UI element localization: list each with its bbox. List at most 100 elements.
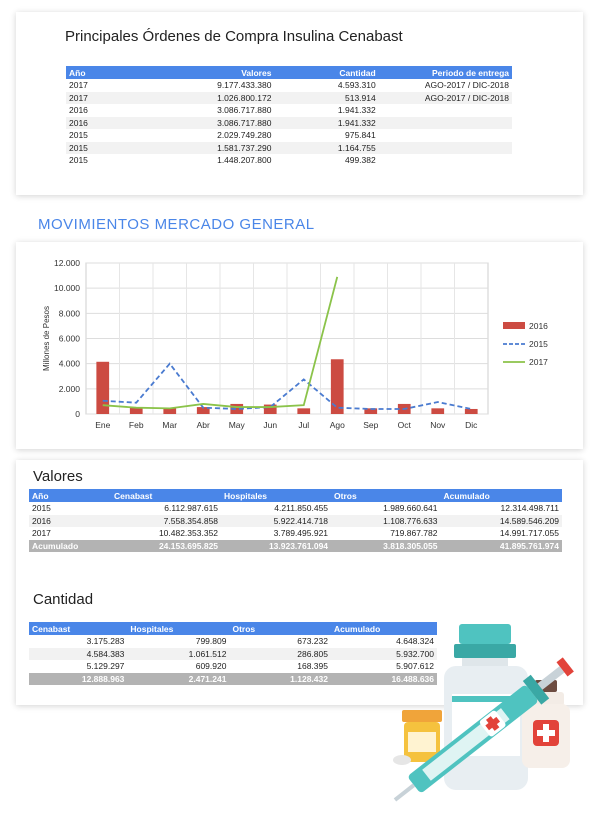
valores-cell: 2015 <box>32 503 51 514</box>
orders-cell: 1.581.737.290 <box>130 141 275 154</box>
syringe-icon <box>393 657 574 802</box>
orders-col-quantity: Cantidad <box>274 66 379 79</box>
cantidad-cell: 609.920 <box>195 661 227 672</box>
y-tick-label: 2.000 <box>59 384 81 394</box>
cantidad-col-hospitales: Hospitales <box>127 622 230 635</box>
bar-2016-Nov <box>431 408 445 414</box>
bar-2016-Dic <box>464 408 478 414</box>
orders-header-row: Año Valores Cantidad Periodo de entrega <box>66 66 512 79</box>
orders-cell: 1.448.207.800 <box>217 155 272 166</box>
orders-cell <box>378 116 512 129</box>
bar-2016-Sep <box>364 408 378 414</box>
orders-cell: 2015 <box>69 130 88 141</box>
orders-col-year: Año <box>66 66 131 79</box>
orders-cell: 2016 <box>66 116 131 129</box>
orders-table: Año Valores Cantidad Periodo de entrega … <box>66 66 512 167</box>
orders-row: 2017 1.026.800.172 513.914 AGO-2017 / DIC-2… <box>66 91 512 104</box>
y-tick-label: 12.000 <box>54 258 80 268</box>
valores-col-acumulado: Acumulado <box>440 489 562 502</box>
orders-cell: AGO-2017 / DIC-2018 <box>378 91 512 104</box>
pill-bottle-icon <box>393 710 442 765</box>
bar-2016-Mar <box>163 407 177 414</box>
x-tick-label: Nov <box>430 420 446 430</box>
market-chart: 0 2.000 4.000 6.000 8.000 10.000 12.000 Ene Feb M… <box>42 258 548 430</box>
orders-cell: 2.029.749.280 <box>217 130 272 141</box>
cantidad-cell: 4.648.324 <box>396 636 434 647</box>
bar-2016-Jun <box>263 404 277 414</box>
cantidad-cell: 286.805 <box>229 647 331 660</box>
valores-col-year: Año <box>29 489 112 502</box>
orders-cell: 2015 <box>66 141 131 154</box>
medical-illustration <box>393 624 574 802</box>
y-tick-label: 4.000 <box>59 359 81 369</box>
x-tick-label: Oct <box>398 420 412 430</box>
bar-2016-Jul <box>297 408 311 414</box>
cantidad-row: 5.129.297 609.920 168.395 5.907.612 <box>29 660 437 673</box>
valores-cell: 719.867.782 <box>390 528 438 539</box>
valores-cell: 2017 <box>32 528 51 539</box>
orders-cell: 1.026.800.172 <box>130 91 275 104</box>
valores-row: 2017 10.482.353.352 3.789.495.921 719.867.7… <box>29 527 562 540</box>
orders-row: 2015 2.029.749.280 975.841 <box>66 129 512 142</box>
legend-label-2017: 2017 <box>529 357 548 367</box>
valores-total-cell: 13.923.761.094 <box>221 539 332 552</box>
cantidad-cell: 673.232 <box>297 636 328 647</box>
orders-cell <box>379 129 512 142</box>
bar-2016-Feb <box>129 407 143 414</box>
valores-cell: 1.108.776.633 <box>331 514 441 527</box>
x-tick-label: Dic <box>465 420 478 430</box>
orders-cell <box>379 104 512 117</box>
valores-table: Año Cenabast Hospitales Otros Acumulado … <box>29 489 562 552</box>
cantidad-cell: 5.907.612 <box>396 661 434 672</box>
y-tick-label: 8.000 <box>59 308 81 318</box>
cantidad-row: 3.175.283 799.809 673.232 4.648.324 <box>29 635 437 648</box>
valores-cell: 12.314.498.711 <box>500 503 559 514</box>
valores-total-cell: 41.895.761.974 <box>440 539 562 552</box>
orders-cell: 9.177.433.380 <box>217 80 272 91</box>
valores-col-cenabast: Cenabast <box>111 489 222 502</box>
orders-card: Principales Órdenes de Compra Insulina C… <box>16 12 583 195</box>
valores-cell: 10.482.353.352 <box>158 528 219 539</box>
orders-row: 2017 9.177.433.380 4.593.310 AGO-2017 / DIC… <box>66 79 512 92</box>
valores-cell: 5.922.414.718 <box>221 514 332 527</box>
cantidad-header-row: Cenabast Hospitales Otros Acumulado <box>29 622 437 635</box>
valores-total-row: Acumulado 24.153.695.825 13.923.761.094 3.8… <box>29 539 562 552</box>
legend-swatch-2016 <box>503 322 525 329</box>
chart-card: 0 2.000 4.000 6.000 8.000 10.000 12.000 Ene Feb M… <box>16 242 583 449</box>
valores-cell: 4.211.850.455 <box>274 503 329 514</box>
valores-cell: 2016 <box>29 514 112 527</box>
valores-total-cell: 3.818.305.055 <box>331 539 441 552</box>
y-tick-label: 6.000 <box>59 334 81 344</box>
cantidad-col-cenabast: Cenabast <box>29 622 128 635</box>
y-axis-label: Millones de Pesos <box>42 306 51 371</box>
orders-col-values: Valores <box>130 66 275 79</box>
orders-row: 2016 3.086.717.880 1.941.332 <box>66 116 512 129</box>
orders-cell: 1.164.755 <box>274 141 379 154</box>
valores-cell: 1.989.660.641 <box>383 503 438 514</box>
cantidad-total-cell: 12.888.963 <box>29 672 128 685</box>
valores-cell: 14.991.717.055 <box>499 528 559 539</box>
orders-col-period: Periodo de entrega <box>378 66 512 79</box>
cantidad-cell: 799.809 <box>195 636 227 647</box>
x-tick-label: Ene <box>95 420 110 430</box>
orders-cell: 1.941.332 <box>274 116 379 129</box>
cantidad-cell: 5.932.700 <box>330 647 437 660</box>
valores-col-otros: Otros <box>331 489 441 502</box>
x-tick-label: Jul <box>298 420 309 430</box>
orders-cell: 499.382 <box>344 155 376 166</box>
valores-title: Valores <box>33 468 83 485</box>
cantidad-cell: 5.129.297 <box>86 661 125 672</box>
orders-cell: 3.086.717.880 <box>130 116 275 129</box>
valores-header-row: Año Cenabast Hospitales Otros Acumulado <box>29 489 562 502</box>
cantidad-cell: 4.584.383 <box>29 647 128 660</box>
x-tick-label: Abr <box>197 420 210 430</box>
orders-cell: 2017 <box>69 80 88 91</box>
orders-cell <box>379 154 512 167</box>
orders-title: Principales Órdenes de Compra Insulina C… <box>65 28 403 45</box>
orders-cell: 975.841 <box>344 130 376 141</box>
valores-row: 2015 6.112.987.615 4.211.850.455 1.989.660.… <box>29 502 562 515</box>
cantidad-total-cell: 1.128.432 <box>229 672 331 685</box>
valores-total-cell: Acumulado <box>29 539 112 552</box>
x-tick-label: May <box>229 420 246 430</box>
x-tick-label: Feb <box>129 420 144 430</box>
